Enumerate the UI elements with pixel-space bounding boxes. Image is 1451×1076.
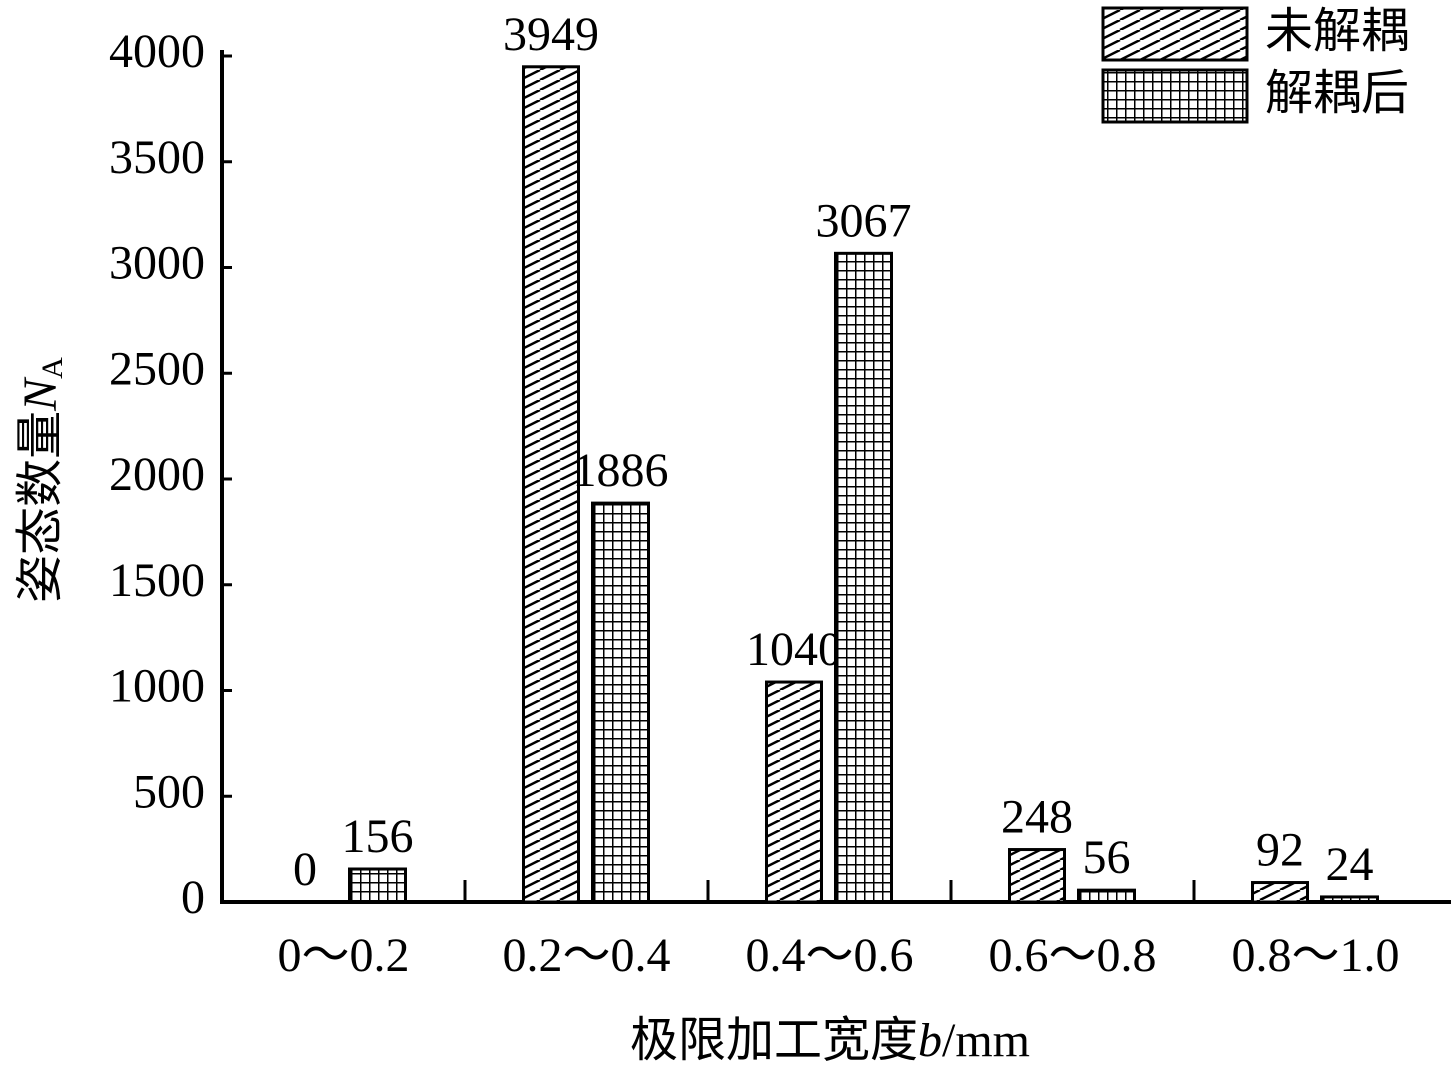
x-axis-label-unit: /mm xyxy=(942,1014,1030,1067)
data-label: 3949 xyxy=(503,8,599,61)
data-label: 24 xyxy=(1326,838,1374,891)
x-tick-label: 0.2～0.4 xyxy=(502,929,670,982)
y-tick-label: 2500 xyxy=(109,342,205,395)
data-label: 92 xyxy=(1256,824,1304,877)
bar xyxy=(1008,848,1066,904)
y-axis-label-text: 姿态数量 xyxy=(14,411,67,603)
legend-label: 未解耦 xyxy=(1265,5,1409,58)
data-label: 1886 xyxy=(573,444,669,497)
y-tick-label: 0 xyxy=(181,871,205,924)
y-axis-label-symbol: N xyxy=(14,376,67,412)
y-tick-label: 3000 xyxy=(109,237,205,290)
y-axis-label: 姿态数量NA xyxy=(14,357,69,603)
y-tick-label: 4000 xyxy=(109,25,205,78)
data-label: 56 xyxy=(1083,831,1131,884)
bar xyxy=(834,251,893,904)
x-axis-label-text: 极限加工宽度 xyxy=(630,1014,918,1067)
y-tick-label: 1500 xyxy=(109,554,205,607)
bar xyxy=(591,501,650,904)
bar xyxy=(1320,895,1379,904)
data-label: 0 xyxy=(293,843,317,896)
bar xyxy=(1077,888,1136,904)
data-label: 156 xyxy=(342,810,414,863)
x-tick-label: 0.6～0.8 xyxy=(988,929,1156,982)
data-label: 248 xyxy=(1001,791,1073,844)
legend-label: 解耦后 xyxy=(1265,67,1409,120)
y-tick-label: 3500 xyxy=(109,131,205,184)
legend-swatch xyxy=(1101,6,1249,62)
legend-swatch xyxy=(1101,68,1249,124)
x-tick-label: 0.4～0.6 xyxy=(745,929,913,982)
y-axis-label-subscript: A xyxy=(36,357,69,379)
data-label: 1040 xyxy=(746,623,842,676)
y-tick-label: 500 xyxy=(133,765,205,818)
x-axis-label-symbol: b xyxy=(918,1014,942,1067)
bar xyxy=(348,867,407,904)
bar xyxy=(765,680,823,904)
x-axis-label: 极限加工宽度b/mm xyxy=(630,1014,1030,1067)
data-label: 3067 xyxy=(816,194,912,247)
bar xyxy=(522,65,580,904)
y-tick-label: 2000 xyxy=(109,448,205,501)
y-tick-label: 1000 xyxy=(109,660,205,713)
x-tick-label: 0～0.2 xyxy=(277,929,409,982)
bar xyxy=(1251,881,1309,904)
x-tick-label: 0.8～1.0 xyxy=(1231,929,1399,982)
